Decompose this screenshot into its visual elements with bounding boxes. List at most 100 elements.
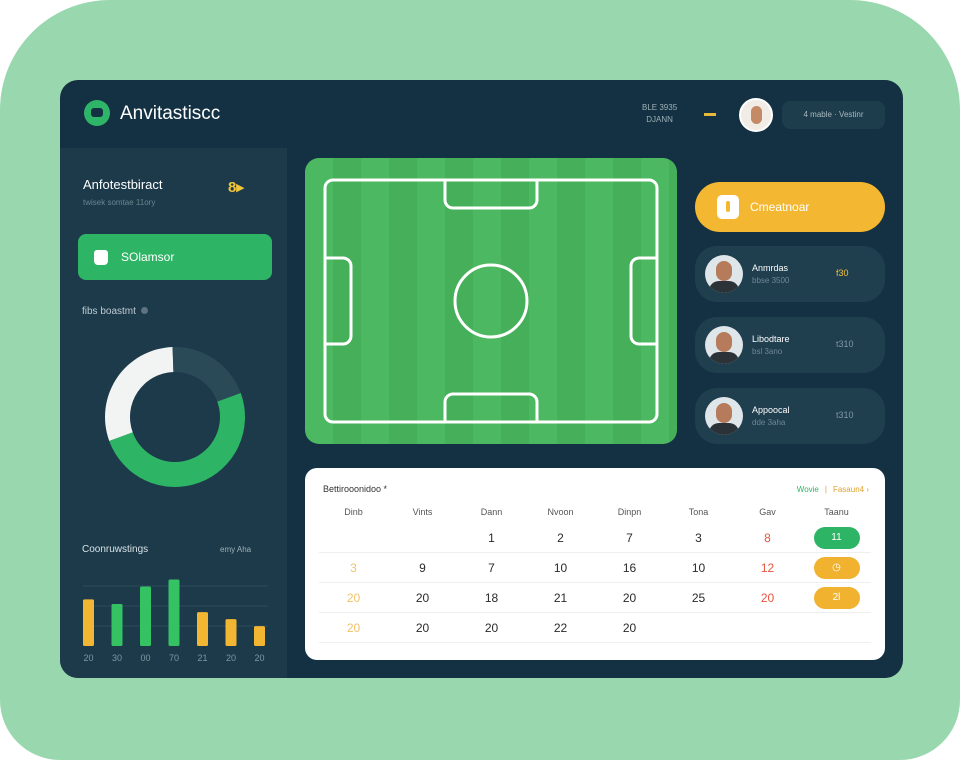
donut-segment	[105, 347, 174, 441]
player-card[interactable]: Anmrdas bbse 3500 f30	[695, 246, 885, 302]
bar	[225, 619, 237, 646]
calendar-day[interactable]: 20	[346, 620, 361, 635]
player-price: t310	[836, 339, 854, 349]
bar-tick-label: 21	[197, 653, 207, 663]
bottle-icon	[717, 195, 739, 219]
player-avatar	[705, 255, 743, 293]
button-label: Cmeatnoar	[750, 200, 810, 214]
field-lines	[323, 178, 659, 424]
player-sub: bsl 3ano	[752, 347, 783, 356]
calendar-day[interactable]: 7	[488, 560, 495, 575]
donut-chart	[105, 347, 245, 487]
player-avatar	[705, 326, 743, 364]
bar	[254, 626, 265, 646]
calendar-grid: Dinb Vints Dann Nvoon Dinpn Tona Gav Taanu 1 2 7 3 8…	[319, 501, 871, 643]
player-price: f30	[836, 268, 849, 278]
bar-chart: 20 30 00 70 21 20 20	[83, 579, 268, 663]
player-name: Libodtare	[752, 334, 790, 344]
player-sub: dde 3aha	[752, 418, 786, 427]
highlighted-day[interactable]: ◷	[813, 556, 860, 579]
weekday-header: Dinb	[344, 507, 363, 517]
separator: |	[824, 485, 827, 494]
calendar-day[interactable]: ◷	[802, 556, 871, 579]
calendar-week-row: 20 20 20 22 20	[319, 613, 871, 643]
highlighted-day[interactable]: 2l	[813, 586, 860, 609]
calendar-day[interactable]: 1	[488, 530, 495, 545]
calendar-links: Wovie | Fasaun4 ›	[797, 485, 869, 494]
weekday-header: Vints	[412, 507, 433, 517]
calendar-day[interactable]: 10	[553, 560, 568, 575]
calendar-day[interactable]: 20	[484, 620, 499, 635]
bar-tick-label: 00	[140, 653, 150, 663]
calendar-week-row: 1 2 7 3 8 11	[319, 523, 871, 553]
meta-line: BLE 3935	[642, 103, 678, 112]
weekday-header: Gav	[759, 507, 776, 517]
player-card[interactable]: Appoocal dde 3aha t310	[695, 388, 885, 444]
calendar-day[interactable]: 3	[350, 560, 357, 575]
player-price: t310	[836, 410, 854, 420]
bar	[140, 586, 151, 646]
bar-tick-label: 20	[83, 653, 93, 663]
player-card[interactable]: Libodtare bsl 3ano t310	[695, 317, 885, 373]
calendar-day[interactable]: 2	[557, 530, 564, 545]
calendar-day[interactable]: 20	[346, 590, 361, 605]
create-button[interactable]: Cmeatnoar	[695, 182, 885, 232]
header-button[interactable]: 4 mable · Vestinr	[782, 101, 885, 129]
section-label: fibs boastmt	[82, 306, 148, 317]
bar	[168, 579, 180, 646]
player-name: Anmrdas	[752, 263, 789, 273]
player-avatar	[705, 397, 743, 435]
calendar-day[interactable]: 11	[802, 526, 871, 549]
header: Anvitastiscc BLE 3935 DJANN 4 mable · Ves…	[60, 80, 903, 148]
sidebar: Anfotestbiract twisek somtae 11ory 8▸ SO…	[60, 148, 287, 678]
calendar-day[interactable]: 20	[415, 620, 430, 635]
tag-icon	[94, 250, 108, 265]
calendar-day[interactable]: 3	[695, 530, 702, 545]
bar-tick-label: 70	[169, 653, 179, 663]
calendar-day[interactable]: 8	[764, 530, 771, 545]
calendar-day[interactable]: 20	[415, 590, 430, 605]
calendar-day[interactable]: 21	[553, 590, 568, 605]
calendar-header-row: Dinb Vints Dann Nvoon Dinpn Tona Gav Taanu	[319, 501, 871, 523]
highlighted-day[interactable]: 11	[813, 526, 860, 549]
calendar-day[interactable]: 9	[419, 560, 426, 575]
calendar-day[interactable]: 25	[691, 590, 706, 605]
bar-tick-label: 20	[226, 653, 236, 663]
calendar-week-row: 3 9 7 10 16 10 12 ◷	[319, 553, 871, 583]
calendar-day[interactable]: 2l	[802, 586, 871, 609]
calendar-day[interactable]: 16	[622, 560, 637, 575]
calendar-link[interactable]: Wovie	[796, 485, 819, 494]
soccer-field[interactable]	[305, 158, 677, 444]
minus-icon[interactable]	[704, 113, 716, 116]
calendar-title: Bettirooonidoo *	[323, 484, 388, 494]
weekday-header: Dann	[480, 507, 503, 517]
calendar-day[interactable]: 7	[626, 530, 633, 545]
calendar-day[interactable]: 10	[691, 560, 706, 575]
calendar-day[interactable]: 20	[760, 590, 775, 605]
calendar-day[interactable]: 22	[553, 620, 568, 635]
bar	[111, 604, 123, 646]
calendar-day[interactable]: 20	[622, 620, 637, 635]
calendar-day[interactable]: 20	[622, 590, 637, 605]
user-avatar[interactable]	[739, 98, 773, 132]
calendar-day[interactable]: 12	[760, 560, 775, 575]
weekday-header: Tona	[688, 507, 709, 517]
dot-icon	[140, 307, 148, 314]
app-title: Anvitastiscc	[120, 103, 221, 124]
weekday-header: Taanu	[824, 507, 849, 517]
bar-tick-label: 30	[112, 653, 122, 663]
header-meta: BLE 3935 DJANN	[642, 102, 677, 126]
calendar-day[interactable]: 18	[484, 590, 499, 605]
bar-tick-label: 20	[254, 653, 264, 663]
bar-chart-meta: emy Aha	[220, 545, 252, 554]
calendar-link[interactable]: Fasaun4 ›	[832, 485, 869, 494]
meta-line: DJANN	[646, 115, 673, 124]
calendar-week-row: 20 20 18 21 20 25 20 2l	[319, 583, 871, 613]
sidebar-title: Anfotestbiract	[83, 177, 163, 192]
sidebar-primary-button[interactable]: SOlamsor	[78, 234, 272, 280]
player-name: Appoocal	[752, 405, 790, 415]
weekday-header: Nvoon	[547, 507, 574, 517]
section-label-text: fibs boastmt	[82, 306, 136, 317]
sidebar-subtitle: twisek somtae 11ory	[83, 198, 156, 207]
leaf-logo-icon	[84, 100, 110, 126]
